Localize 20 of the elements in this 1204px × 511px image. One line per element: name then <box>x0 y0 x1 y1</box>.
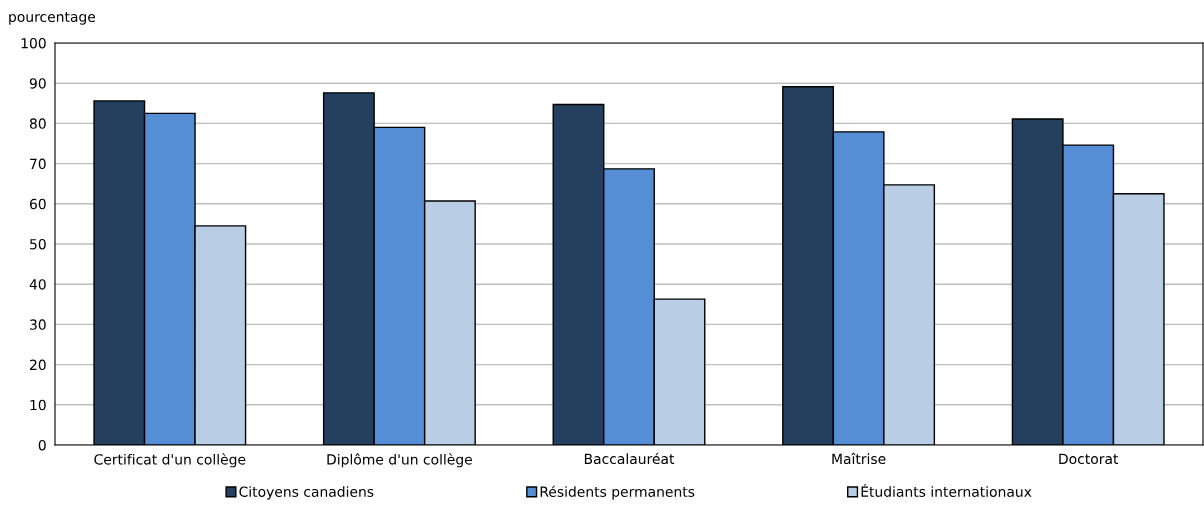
y-tick-label: 40 <box>29 279 46 290</box>
y-tick-label: 90 <box>29 78 46 89</box>
legend-label: Résidents permanents <box>540 485 695 500</box>
x-tick-label: Certificat d'un collège <box>94 453 246 468</box>
x-tick-label: Diplôme d'un collège <box>327 453 472 468</box>
y-tick-label: 20 <box>30 359 46 371</box>
y-tick-label: 30 <box>30 319 46 330</box>
y-tick-label: 50 <box>30 238 46 250</box>
y-tick-label: 80 <box>29 118 46 129</box>
legend-label: Étudiants internationaux <box>861 483 1032 497</box>
y-tick-label: 0 <box>38 439 46 451</box>
y-tick-label: 100 <box>21 37 46 49</box>
y-tick-label: 10 <box>30 399 46 411</box>
x-tick-label: Doctorat <box>1059 453 1119 465</box>
x-tick-label: Baccalauréat <box>584 452 675 465</box>
y-axis-title: pourcentage <box>9 12 96 25</box>
legend-label: Citoyens canadiens <box>239 486 374 500</box>
x-tick-label: Maîtrise <box>832 452 886 465</box>
y-tick-label: 70 <box>30 158 46 170</box>
y-tick-label: 60 <box>29 198 46 210</box>
